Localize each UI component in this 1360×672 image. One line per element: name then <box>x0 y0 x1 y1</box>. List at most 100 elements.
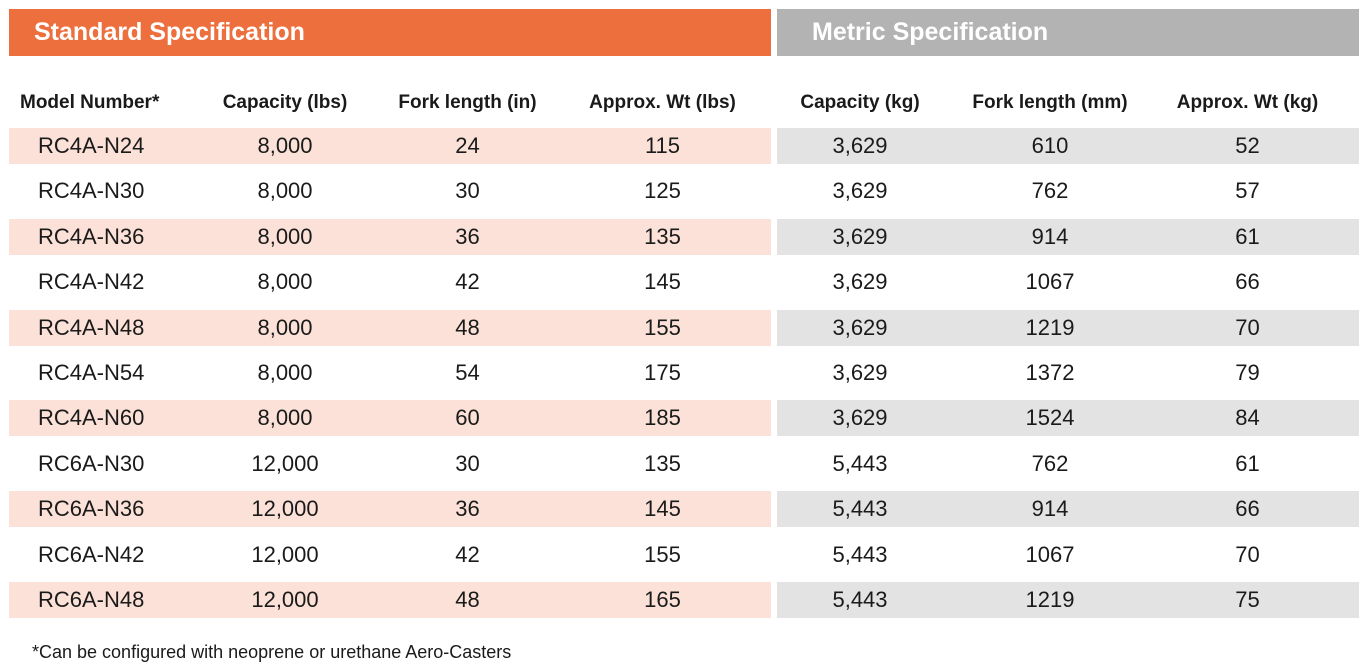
cell-capacity-kg: 3,629 <box>832 359 888 385</box>
cell-approx-wt-kg: 61 <box>1235 223 1260 249</box>
cell-model-number: RC4A-N54 <box>38 359 145 385</box>
cell-approx-wt-lbs: 185 <box>644 405 681 431</box>
cell-model-number: RC6A-N42 <box>38 541 145 567</box>
table-row: RC6A-N48 12,000 48 165 5,443 1219 75 <box>0 581 1360 618</box>
cell-model-number: RC6A-N36 <box>38 496 145 522</box>
cell-model-number: RC4A-N42 <box>38 269 145 295</box>
row-background-standard <box>9 128 771 164</box>
cell-fork-length-in: 30 <box>455 178 480 204</box>
cell-approx-wt-lbs: 125 <box>644 178 681 204</box>
cell-capacity-lbs: 8,000 <box>257 405 313 431</box>
cell-approx-wt-lbs: 165 <box>644 586 681 612</box>
spec-table-body: RC4A-N24 8,000 24 115 3,629 610 52 RC4A-… <box>0 128 1360 627</box>
cell-fork-length-in: 48 <box>455 314 480 340</box>
header-fork-length-mm: Fork length (mm) <box>972 92 1128 113</box>
table-row: RC4A-N30 8,000 30 125 3,629 762 57 <box>0 173 1360 209</box>
cell-fork-length-in: 60 <box>455 405 480 431</box>
cell-approx-wt-kg: 61 <box>1235 450 1260 476</box>
cell-fork-length-mm: 1524 <box>1025 405 1075 431</box>
table-row: RC4A-N60 8,000 60 185 3,629 1524 84 <box>0 400 1360 437</box>
cell-approx-wt-lbs: 135 <box>644 223 681 249</box>
cell-approx-wt-kg: 70 <box>1235 314 1260 340</box>
cell-model-number: RC4A-N24 <box>38 133 145 158</box>
cell-model-number: RC4A-N30 <box>38 178 145 204</box>
cell-fork-length-in: 42 <box>455 269 480 295</box>
cell-approx-wt-lbs: 175 <box>644 359 681 385</box>
metric-spec-title: Metric Specification <box>812 18 1049 46</box>
cell-approx-wt-kg: 66 <box>1235 269 1260 295</box>
metric-spec-banner: Metric Specification <box>777 9 1359 56</box>
row-background-metric <box>777 400 1359 437</box>
cell-capacity-lbs: 8,000 <box>257 269 313 295</box>
cell-approx-wt-lbs: 115 <box>644 133 681 158</box>
cell-model-number: RC6A-N30 <box>38 450 145 476</box>
row-background-metric <box>777 491 1359 528</box>
cell-approx-wt-kg: 52 <box>1235 133 1260 158</box>
cell-fork-length-in: 30 <box>455 450 480 476</box>
cell-capacity-kg: 3,629 <box>832 223 888 249</box>
cell-capacity-kg: 3,629 <box>832 133 888 158</box>
table-row: RC4A-N54 8,000 54 175 3,629 1372 79 <box>0 355 1360 391</box>
row-background-standard <box>9 491 771 528</box>
cell-fork-length-mm: 914 <box>1031 223 1069 249</box>
cell-fork-length-in: 36 <box>455 496 480 522</box>
cell-fork-length-in: 48 <box>455 586 480 612</box>
cell-fork-length-in: 54 <box>455 359 480 385</box>
table-row: RC4A-N48 8,000 48 155 3,629 1219 70 <box>0 309 1360 346</box>
cell-fork-length-mm: 762 <box>1031 450 1069 476</box>
row-background-metric <box>777 128 1359 164</box>
cell-fork-length-mm: 1219 <box>1025 586 1075 612</box>
cell-approx-wt-kg: 79 <box>1235 359 1260 385</box>
cell-capacity-lbs: 8,000 <box>257 359 313 385</box>
cell-approx-wt-lbs: 155 <box>644 314 681 340</box>
cell-fork-length-mm: 1067 <box>1025 541 1075 567</box>
standard-spec-title: Standard Specification <box>34 18 305 46</box>
table-row: RC4A-N42 8,000 42 145 3,629 1067 66 <box>0 264 1360 300</box>
table-row: RC4A-N36 8,000 36 135 3,629 914 61 <box>0 218 1360 255</box>
cell-capacity-kg: 5,443 <box>832 541 888 567</box>
cell-model-number: RC4A-N60 <box>38 405 145 431</box>
cell-capacity-lbs: 12,000 <box>251 450 319 476</box>
cell-capacity-kg: 3,629 <box>832 405 888 431</box>
cell-fork-length-mm: 914 <box>1031 496 1069 522</box>
table-row: RC6A-N36 12,000 36 145 5,443 914 66 <box>0 491 1360 528</box>
table-row: RC4A-N24 8,000 24 115 3,629 610 52 <box>0 128 1360 164</box>
cell-fork-length-in: 36 <box>455 223 480 249</box>
footnote: *Can be configured with neoprene or uret… <box>32 642 512 662</box>
row-background-standard <box>9 581 771 618</box>
header-model-number: Model Number* <box>20 92 160 113</box>
cell-capacity-kg: 5,443 <box>832 450 888 476</box>
cell-fork-length-in: 42 <box>455 541 480 567</box>
cell-approx-wt-lbs: 145 <box>644 269 681 295</box>
cell-capacity-kg: 3,629 <box>832 269 888 295</box>
header-fork-length-in: Fork length (in) <box>398 92 537 113</box>
table-row: RC6A-N30 12,000 30 135 5,443 762 61 <box>0 446 1360 482</box>
header-capacity-lbs: Capacity (lbs) <box>222 92 348 113</box>
cell-capacity-lbs: 12,000 <box>251 586 319 612</box>
cell-approx-wt-lbs: 135 <box>644 450 681 476</box>
row-background-standard <box>9 400 771 437</box>
row-background-metric <box>777 581 1359 618</box>
cell-fork-length-mm: 1067 <box>1025 269 1075 295</box>
header-capacity-kg: Capacity (kg) <box>800 92 920 113</box>
row-background-metric <box>777 309 1359 346</box>
cell-approx-wt-lbs: 155 <box>644 541 681 567</box>
cell-capacity-lbs: 8,000 <box>257 314 313 340</box>
cell-capacity-kg: 3,629 <box>832 178 888 204</box>
cell-fork-length-mm: 610 <box>1031 133 1069 158</box>
cell-model-number: RC4A-N48 <box>38 314 145 340</box>
cell-capacity-lbs: 12,000 <box>251 541 319 567</box>
cell-fork-length-mm: 1219 <box>1025 314 1075 340</box>
cell-model-number: RC6A-N48 <box>38 586 145 612</box>
cell-capacity-lbs: 8,000 <box>257 133 313 158</box>
header-approx-wt-kg: Approx. Wt (kg) <box>1176 92 1319 113</box>
header-approx-wt-lbs: Approx. Wt (lbs) <box>589 92 736 113</box>
table-row: RC6A-N42 12,000 42 155 5,443 1067 70 <box>0 537 1360 573</box>
table-header-row: Model Number* Capacity (lbs) Fork length… <box>0 82 1360 124</box>
cell-capacity-lbs: 12,000 <box>251 496 319 522</box>
cell-approx-wt-kg: 84 <box>1235 405 1260 431</box>
cell-capacity-lbs: 8,000 <box>257 178 313 204</box>
cell-approx-wt-kg: 66 <box>1235 496 1260 522</box>
cell-approx-wt-kg: 57 <box>1235 178 1260 204</box>
cell-fork-length-mm: 762 <box>1031 178 1069 204</box>
